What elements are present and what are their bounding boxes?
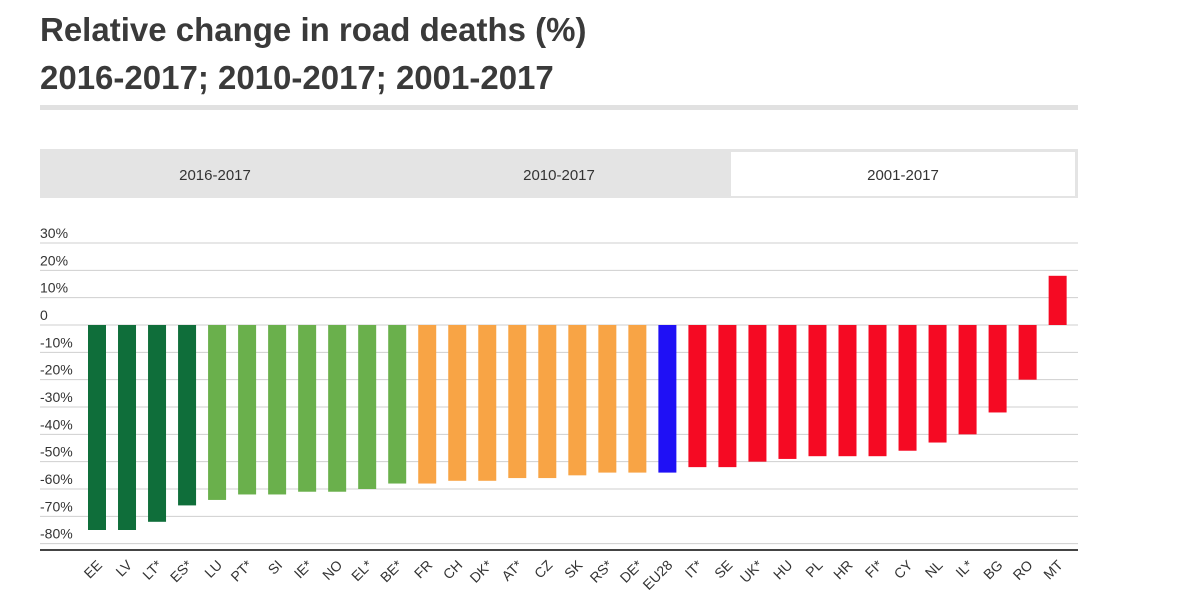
- bar: [178, 325, 197, 506]
- bar: [868, 325, 887, 457]
- x-tick-label: UK*: [737, 556, 766, 585]
- bar: [148, 325, 167, 522]
- x-tick-label: FI*: [862, 556, 886, 580]
- y-tick-label: -20%: [40, 362, 73, 378]
- bar: [748, 325, 767, 462]
- x-tick-label: LV: [112, 556, 135, 579]
- x-tick-label: SI: [265, 557, 286, 578]
- x-tick-label: EL*: [348, 556, 376, 584]
- bar: [568, 325, 587, 476]
- x-tick-label: LT*: [139, 556, 165, 582]
- x-tick-label: MT: [1040, 556, 1066, 582]
- y-tick-label: -70%: [40, 498, 73, 514]
- x-tick-label: AT*: [498, 556, 525, 583]
- x-tick-label: PT*: [227, 556, 255, 584]
- tab-2001-2017[interactable]: 2001-2017: [731, 152, 1075, 198]
- tab-2010-2017[interactable]: 2010-2017: [523, 166, 595, 184]
- bar: [298, 325, 317, 492]
- title-line-2: 2016-2017; 2010-2017; 2001-2017: [40, 59, 554, 96]
- period-tabs: 2016-2017 2010-2017 2001-2017: [40, 149, 1078, 198]
- bar: [598, 325, 617, 473]
- y-tick-label: -30%: [40, 389, 73, 405]
- y-tick-label: 30%: [40, 225, 68, 241]
- title-line-1: Relative change in road deaths (%): [40, 11, 587, 48]
- bar: [658, 325, 677, 473]
- x-tick-label: EU28: [639, 557, 675, 593]
- bar: [208, 325, 227, 500]
- bar: [358, 325, 377, 489]
- bar: [538, 325, 557, 479]
- x-tick-label: CZ: [531, 556, 556, 581]
- y-tick-label: -80%: [40, 526, 73, 542]
- x-tick-label: ES*: [167, 556, 196, 585]
- title-divider: [40, 105, 1078, 110]
- bar: [478, 325, 497, 481]
- tab-2016-2017[interactable]: 2016-2017: [179, 166, 251, 184]
- y-tick-label: 20%: [40, 252, 68, 268]
- tabs-underline: [40, 196, 1078, 198]
- bar: [988, 325, 1007, 413]
- y-tick-label: 10%: [40, 280, 68, 296]
- x-tick-label: LU: [201, 557, 225, 581]
- bar: [838, 325, 857, 457]
- bar: [898, 325, 917, 451]
- y-tick-label: -60%: [40, 471, 73, 487]
- bar: [1018, 325, 1037, 380]
- bar: [808, 325, 827, 457]
- x-tick-label: NL: [922, 557, 946, 581]
- y-tick-label: -40%: [40, 416, 73, 432]
- y-tick-label: 0: [40, 307, 48, 323]
- y-tick-label: -10%: [40, 334, 73, 350]
- x-tick-label: CH: [440, 557, 466, 583]
- bar: [328, 325, 347, 492]
- x-tick-label: IL*: [952, 556, 976, 580]
- bar: [268, 325, 287, 495]
- x-tick-label: RO: [1010, 557, 1036, 583]
- x-tick-label: SK: [561, 556, 586, 581]
- bar: [448, 325, 467, 481]
- bar: [718, 325, 737, 468]
- x-tick-label: CY: [891, 556, 917, 582]
- bar: [1048, 275, 1067, 325]
- x-tick-label: EE: [81, 557, 106, 582]
- bar: [388, 325, 407, 484]
- x-tick-label: DK*: [466, 556, 495, 585]
- bar: [628, 325, 647, 473]
- x-tick-label: BG: [980, 557, 1006, 583]
- bar: [928, 325, 947, 443]
- x-tick-label: SE: [711, 557, 736, 582]
- x-tick-label: PL: [802, 557, 826, 581]
- bar: [238, 325, 257, 495]
- x-tick-label: HR: [830, 557, 856, 583]
- bar: [418, 325, 437, 484]
- bar: [778, 325, 797, 459]
- x-tick-label: NO: [319, 557, 345, 583]
- bar: [688, 325, 707, 468]
- page-title: Relative change in road deaths (%) 2016-…: [40, 6, 586, 102]
- x-tick-label: IE*: [291, 556, 316, 581]
- bar: [118, 325, 137, 530]
- x-tick-label: IT*: [682, 556, 706, 580]
- x-tick-label: BE*: [377, 556, 406, 585]
- x-tick-label: FR: [411, 557, 436, 582]
- bar: [958, 325, 977, 435]
- bar: [88, 325, 106, 530]
- y-tick-label: -50%: [40, 444, 73, 460]
- x-tick-label: RS*: [587, 556, 616, 585]
- x-tick-label: HU: [770, 557, 796, 583]
- bar: [508, 325, 527, 479]
